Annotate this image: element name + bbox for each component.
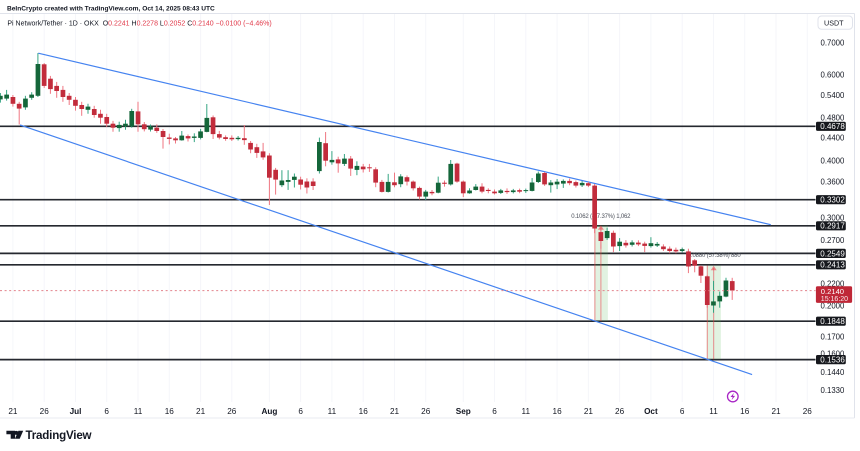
svg-text:0.4400: 0.4400 [821,133,846,142]
svg-text:11: 11 [522,407,531,416]
svg-text:16: 16 [553,407,563,416]
svg-text:0.1440: 0.1440 [821,368,846,377]
svg-text:21: 21 [584,407,594,416]
svg-text:11: 11 [134,407,143,416]
svg-text:Aug: Aug [261,407,277,416]
svg-text:15:16:20: 15:16:20 [821,296,848,303]
svg-text:21: 21 [8,407,18,416]
svg-text:0.2140: 0.2140 [821,287,844,296]
svg-text:0.1600: 0.1600 [821,349,846,358]
svg-text:0.2000: 0.2000 [821,301,846,310]
svg-text:0.2917: 0.2917 [820,222,845,231]
svg-text:11: 11 [709,407,718,416]
svg-text:0.2413: 0.2413 [820,261,845,270]
svg-text:0.4000: 0.4000 [821,157,846,166]
svg-text:Oct: Oct [644,407,658,416]
svg-text:TradingView: TradingView [26,429,93,442]
svg-text:0.4678: 0.4678 [820,122,845,131]
svg-text:11: 11 [328,407,337,416]
svg-text:26: 26 [421,407,431,416]
svg-text:0.5400: 0.5400 [821,91,846,100]
svg-text:26: 26 [40,407,50,416]
svg-text:0.4800: 0.4800 [821,114,846,123]
svg-text:16: 16 [740,407,750,416]
svg-text:0.3302: 0.3302 [820,196,845,205]
svg-text:21: 21 [771,407,781,416]
svg-text:0.3600: 0.3600 [821,178,846,187]
svg-text:21: 21 [196,407,206,416]
svg-text:0.2200: 0.2200 [821,279,846,288]
svg-text:0.1848: 0.1848 [820,317,845,326]
svg-text:16: 16 [359,407,369,416]
svg-text:16: 16 [165,407,175,416]
svg-text:26: 26 [227,407,237,416]
svg-text:USDT: USDT [824,19,844,28]
svg-text:26: 26 [803,407,813,416]
svg-text:0.2700: 0.2700 [821,236,846,245]
svg-text:21: 21 [390,407,400,416]
svg-text:BeInCrypto created with Tradin: BeInCrypto created with TradingView.com,… [7,6,215,13]
svg-text:0.1536: 0.1536 [820,356,845,365]
svg-text:0.1330: 0.1330 [821,386,846,395]
svg-text:Pi Network/Tether · 1D · OKX: Pi Network/Tether · 1D · OKX O0.2241 H0.… [7,21,271,28]
svg-text:6: 6 [104,407,109,416]
svg-text:0.7000: 0.7000 [821,39,846,48]
svg-text:0.1700: 0.1700 [821,332,846,341]
svg-text:6: 6 [298,407,303,416]
svg-text:0.1062 (-37.37%) 1,062: 0.1062 (-37.37%) 1,062 [571,214,631,220]
svg-text:0.3000: 0.3000 [821,213,846,222]
svg-text:0.0880 (57.38%) 880: 0.0880 (57.38%) 880 [688,253,741,259]
svg-text:6: 6 [680,407,685,416]
svg-text:Jul: Jul [70,407,82,416]
svg-text:6: 6 [492,407,497,416]
svg-text:26: 26 [615,407,625,416]
svg-text:Sep: Sep [456,407,471,416]
svg-text:0.2549: 0.2549 [820,249,845,258]
svg-text:0.6000: 0.6000 [821,70,846,79]
